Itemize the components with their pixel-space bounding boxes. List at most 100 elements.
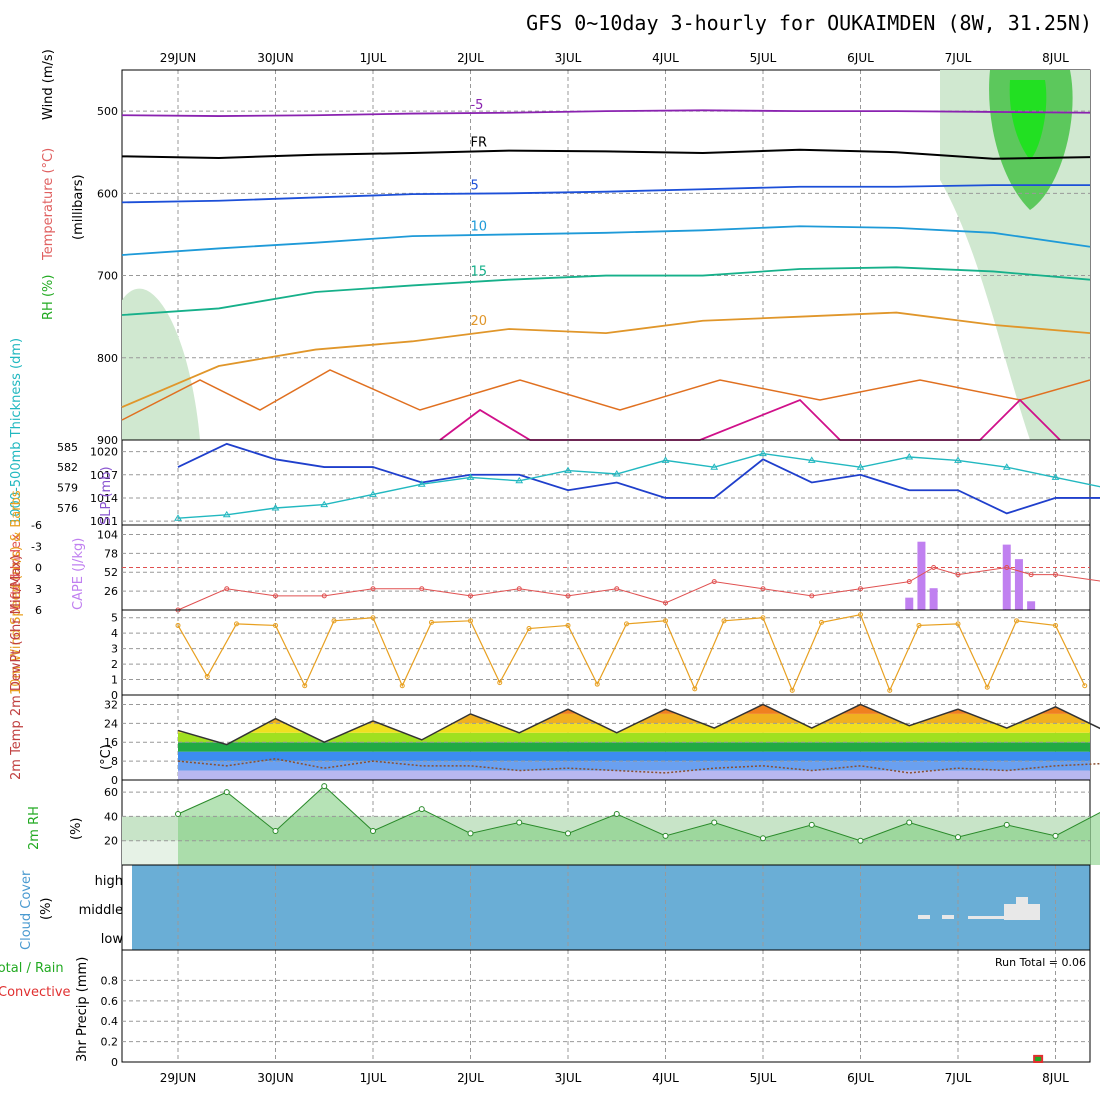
date-label-bottom: 30JUN bbox=[257, 1071, 294, 1085]
wind-marker bbox=[497, 680, 503, 686]
wind-label: Wind (m/s) bbox=[41, 49, 56, 120]
li-marker bbox=[614, 586, 620, 592]
tick-label: 0 bbox=[111, 689, 118, 702]
cape-bar bbox=[1014, 559, 1023, 610]
run-total: Run Total = 0.06 bbox=[995, 956, 1086, 969]
date-label-top: 7JUL bbox=[945, 51, 972, 65]
cloud-block bbox=[1028, 904, 1040, 920]
date-label-top: 29JUN bbox=[160, 51, 197, 65]
tick-label: 500 bbox=[97, 105, 118, 118]
tick-label: 5 bbox=[111, 612, 118, 625]
wind-marker bbox=[234, 621, 239, 627]
thickness-marker bbox=[222, 510, 231, 518]
temperature-band bbox=[178, 742, 1090, 752]
tick-label: 40 bbox=[104, 810, 118, 823]
tick-label: 16 bbox=[104, 736, 118, 749]
date-label-top: 3JUL bbox=[555, 51, 582, 65]
rh-marker bbox=[223, 789, 230, 796]
temperature-band bbox=[122, 695, 1090, 704]
thickness-marker bbox=[564, 466, 572, 474]
temperature-contour bbox=[439, 398, 1061, 441]
li-marker bbox=[663, 600, 668, 606]
rh-marker bbox=[613, 811, 620, 817]
contour-label: 20 bbox=[470, 314, 487, 329]
panel-frame bbox=[121, 949, 1091, 1063]
rh-marker bbox=[857, 837, 864, 844]
wind-marker bbox=[624, 621, 629, 627]
cape-bar bbox=[905, 597, 914, 610]
date-label-bottom: 6JUL bbox=[847, 1071, 874, 1085]
rh-marker bbox=[955, 834, 961, 841]
thickness-marker bbox=[1051, 473, 1060, 480]
panel-upper: 500 600 700 800 900 -5 FR 5 10 15 20 RH (%) Temperat… bbox=[41, 49, 1091, 447]
temperature-line bbox=[177, 703, 1100, 746]
li-marker bbox=[419, 586, 425, 592]
tick-label: 32 bbox=[104, 698, 118, 711]
date-label-bottom: 4JUL bbox=[652, 1071, 679, 1085]
wind-marker bbox=[760, 615, 766, 621]
wind-marker bbox=[1014, 618, 1019, 624]
panel-rh: 60 40 20 2m RH (%) bbox=[27, 779, 1100, 866]
thickness-marker bbox=[271, 504, 280, 511]
tick-label: 24 bbox=[104, 717, 118, 730]
rh-label: 2m RH bbox=[27, 806, 42, 850]
tick-label: 3 bbox=[35, 583, 42, 596]
tick-label: 8 bbox=[111, 755, 118, 768]
tick-label: 0.6 bbox=[101, 995, 119, 1008]
li-marker bbox=[1028, 572, 1034, 578]
tick-label: 600 bbox=[97, 187, 118, 200]
panel-frame bbox=[121, 439, 1091, 526]
temperature-contour bbox=[121, 225, 1091, 256]
wind-speed-line bbox=[177, 613, 1086, 692]
rh-label: RH (%) bbox=[41, 275, 56, 320]
rh-marker bbox=[321, 783, 328, 790]
wind-marker bbox=[984, 684, 990, 690]
thickness-marker bbox=[954, 456, 962, 463]
rh-marker bbox=[565, 830, 571, 837]
tick-label: 1011 bbox=[90, 515, 118, 528]
tick-label: 20 bbox=[104, 835, 118, 848]
tick-label: 900 bbox=[97, 434, 118, 447]
temperature-contour bbox=[121, 266, 1091, 316]
panel-wind: 5 4 3 2 1 0 10m Wind Speed (m/s) & Barbs bbox=[9, 490, 1091, 702]
tick-label: 78 bbox=[104, 547, 118, 560]
temperature-band bbox=[178, 723, 1090, 733]
cloud-units: (%) bbox=[39, 898, 54, 921]
panel-cape: -6 -3 0 3 6 104 78 52 26 Lifted Index CAPE (J/kg) bbox=[9, 519, 1100, 617]
tick-label: 1017 bbox=[90, 469, 118, 482]
precip-ylabel: 3hr Precip (mm) bbox=[75, 957, 90, 1062]
date-label-bottom: 3JUL bbox=[555, 1071, 582, 1085]
li-marker bbox=[224, 586, 230, 592]
temperature-band bbox=[178, 751, 1090, 762]
convective-label: Convective bbox=[0, 985, 71, 1000]
rh-shading bbox=[1009, 80, 1047, 160]
dewpoint-line bbox=[177, 757, 1100, 774]
thickness-marker bbox=[905, 453, 914, 460]
thickness-marker bbox=[417, 480, 426, 487]
temperature-label: Temperature (°C) bbox=[41, 148, 56, 261]
thickness-marker bbox=[174, 514, 182, 521]
tick-label: 700 bbox=[97, 270, 118, 283]
contour-label: 15 bbox=[470, 265, 487, 280]
thickness-label: 1000-500mb Thickness (dm) bbox=[9, 338, 24, 525]
date-label-bottom: 1JUL bbox=[360, 1071, 387, 1085]
wind-ylabel: 10m Wind Speed (m/s) & Barbs bbox=[9, 490, 24, 695]
wind-marker bbox=[468, 618, 473, 624]
cape-bar bbox=[917, 541, 926, 610]
temp-label: 2m Temp 2m DewPt (6hr Min/Max) bbox=[9, 555, 24, 780]
temperature-contour bbox=[121, 109, 1091, 117]
li-marker bbox=[321, 593, 327, 599]
tick-label: 0 bbox=[35, 562, 42, 575]
li-marker bbox=[858, 586, 863, 592]
wind-marker bbox=[429, 619, 434, 625]
date-label-top: 4JUL bbox=[652, 51, 679, 65]
li-marker bbox=[955, 572, 961, 578]
date-label-bottom: 8JUL bbox=[1042, 1071, 1069, 1085]
tick-label: 576 bbox=[57, 502, 78, 515]
wind-marker bbox=[565, 622, 571, 628]
wind-label: 10m Wind Speed (m/s) & Barbs bbox=[9, 490, 24, 695]
li-marker bbox=[516, 586, 522, 592]
tick-label: -6 bbox=[31, 519, 42, 532]
